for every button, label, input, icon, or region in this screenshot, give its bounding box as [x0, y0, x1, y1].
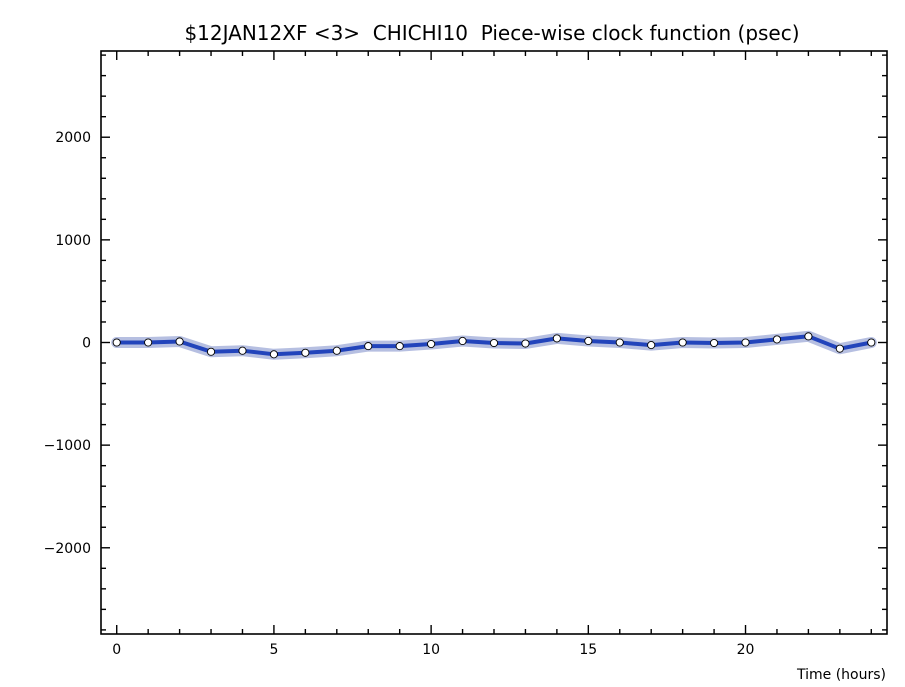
data-point	[710, 338, 719, 348]
data-point	[615, 338, 624, 347]
data-point	[206, 347, 216, 356]
data-point	[332, 346, 341, 355]
y-tick-label: −1000	[44, 438, 91, 454]
x-tick-label: 0	[112, 642, 121, 658]
data-point	[867, 338, 876, 347]
x-tick-label: 5	[269, 642, 278, 658]
data-point	[112, 338, 121, 347]
axis-ticks	[101, 51, 887, 634]
data-point	[144, 338, 153, 347]
data-point	[395, 342, 404, 351]
y-tick-label: 1000	[55, 233, 91, 249]
x-tick-label: 10	[422, 642, 440, 658]
series-layer	[111, 330, 877, 360]
data-point	[835, 344, 844, 353]
y-axis-tick-labels: −2000 −1000 0 1000 2000	[44, 130, 91, 557]
y-tick-label: 0	[82, 336, 91, 352]
x-tick-label: 15	[579, 642, 597, 658]
y-tick-label: 2000	[55, 130, 91, 146]
data-point	[269, 350, 278, 359]
data-point	[489, 338, 499, 348]
data-point	[772, 335, 782, 344]
data-point	[552, 334, 561, 343]
data-point	[238, 346, 247, 355]
data-point	[175, 337, 184, 346]
x-axis-label: Time (hours)	[796, 667, 886, 683]
data-point	[804, 332, 813, 341]
data-point	[647, 341, 656, 350]
data-point	[458, 336, 467, 346]
data-point	[521, 339, 530, 348]
data-point	[301, 348, 310, 357]
x-tick-label: 20	[737, 642, 755, 658]
data-point	[427, 339, 436, 349]
data-point	[584, 336, 593, 346]
data-point	[364, 342, 373, 351]
data-point	[741, 338, 750, 347]
y-tick-label: −2000	[44, 541, 91, 557]
chart-title: $12JAN12XF <3> CHICHI10 Piece-wise clock…	[184, 21, 799, 45]
data-point	[678, 338, 687, 347]
x-axis-tick-labels: 0 5 10 15 20	[112, 642, 754, 658]
